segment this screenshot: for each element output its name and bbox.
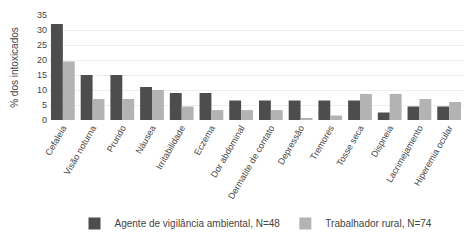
- svg-text:Tremores: Tremores: [308, 123, 336, 161]
- svg-text:15: 15: [37, 70, 47, 80]
- svg-text:Irritabilidade: Irritabilidade: [154, 124, 187, 171]
- svg-text:Dermatite de contato: Dermatite de contato: [226, 124, 276, 201]
- svg-text:Dor abdominal: Dor abdominal: [209, 124, 247, 180]
- svg-text:Lacrimejamento: Lacrimejamento: [384, 124, 425, 184]
- svg-text:30: 30: [37, 25, 47, 35]
- svg-text:5: 5: [42, 100, 47, 110]
- svg-text:Agente de vigilância ambiental: Agente de vigilância ambiental, N=48: [115, 218, 281, 229]
- svg-text:Eczema: Eczema: [192, 124, 217, 157]
- svg-text:Náusea: Náusea: [133, 124, 157, 156]
- svg-text:25: 25: [37, 40, 47, 50]
- svg-text:0: 0: [42, 115, 47, 125]
- svg-text:Depressão: Depressão: [276, 124, 306, 167]
- svg-text:20: 20: [37, 55, 47, 65]
- svg-text:% dos intoxicados: % dos intoxicados: [9, 27, 20, 108]
- svg-text:Prurido: Prurido: [105, 124, 128, 154]
- svg-text:Hiperemia ocular: Hiperemia ocular: [412, 124, 455, 188]
- svg-text:Dispneia: Dispneia: [369, 124, 395, 159]
- svg-text:10: 10: [37, 85, 47, 95]
- svg-text:Tosse seca: Tosse seca: [334, 124, 365, 168]
- svg-text:Trabalhador rural, N=74: Trabalhador rural, N=74: [325, 218, 432, 229]
- svg-text:35: 35: [37, 10, 47, 20]
- svg-text:Visão noturna: Visão noturna: [62, 124, 98, 177]
- svg-text:Cefaleia: Cefaleia: [43, 124, 68, 158]
